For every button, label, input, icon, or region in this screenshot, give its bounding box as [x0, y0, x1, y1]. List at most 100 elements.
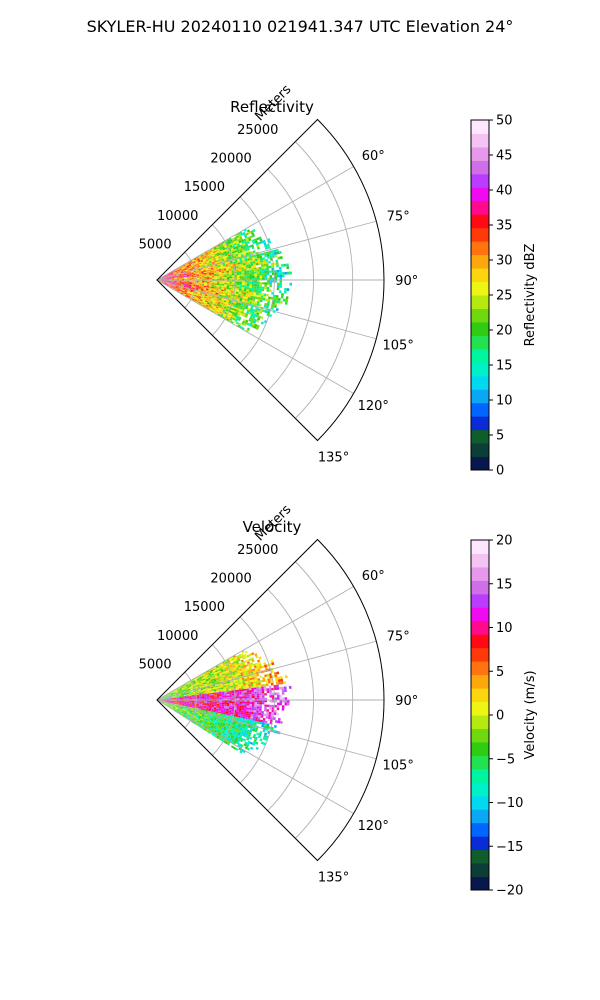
colorbar-segment	[471, 308, 489, 323]
range-gate	[210, 269, 214, 271]
range-gate	[186, 265, 189, 267]
range-gate	[185, 269, 189, 272]
range-gate	[241, 270, 245, 273]
range-gate	[240, 303, 244, 307]
range-gate	[221, 695, 225, 698]
range-gate	[203, 297, 207, 300]
range-gate	[261, 688, 265, 692]
range-gate	[201, 263, 205, 266]
range-gate	[249, 707, 252, 710]
range-gate	[214, 694, 217, 697]
range-gate	[181, 702, 185, 703]
range-gate	[168, 274, 171, 276]
range-gate	[204, 720, 208, 723]
range-gate	[206, 674, 209, 677]
range-gate	[166, 695, 169, 697]
range-gate	[186, 685, 189, 687]
theta-tick-label: 60°	[362, 569, 385, 584]
range-gate	[212, 293, 216, 295]
range-gate	[224, 315, 228, 319]
range-gate	[255, 242, 259, 246]
range-gate	[221, 245, 225, 248]
range-gate	[224, 697, 227, 699]
colorbar-segment	[471, 241, 489, 256]
range-gate	[225, 714, 228, 717]
range-gate	[249, 255, 252, 259]
range-gate	[242, 671, 246, 674]
range-gate	[231, 237, 235, 241]
range-gate	[181, 703, 185, 705]
range-gate	[177, 689, 180, 691]
range-gate	[248, 266, 252, 269]
range-gate	[244, 276, 247, 279]
range-gate	[264, 693, 267, 696]
range-gate	[179, 696, 182, 698]
range-gate	[169, 281, 172, 283]
range-gate	[198, 690, 202, 693]
range-gate	[233, 314, 237, 318]
range-gate	[250, 293, 254, 297]
range-gate	[163, 276, 167, 278]
range-gate	[221, 708, 224, 710]
range-gate	[261, 288, 265, 292]
range-gate	[230, 240, 234, 244]
range-gate	[258, 686, 262, 690]
range-gate	[211, 697, 215, 699]
range-gate	[214, 260, 217, 263]
range-gate	[221, 732, 225, 735]
range-gate	[226, 695, 230, 698]
range-gate	[204, 275, 207, 278]
range-gate	[194, 718, 198, 721]
range-gate	[226, 732, 230, 736]
range-gate	[216, 697, 220, 699]
range-gate	[232, 672, 236, 676]
range-gate	[218, 709, 222, 711]
range-gate	[176, 702, 180, 704]
range-gate	[197, 291, 201, 293]
range-gate	[279, 694, 283, 698]
range-gate	[184, 290, 188, 292]
range-gate	[163, 695, 167, 698]
range-gate	[249, 276, 253, 279]
range-gate	[277, 297, 281, 301]
range-gate	[199, 264, 203, 267]
range-gate	[282, 697, 285, 700]
range-gate	[234, 738, 238, 742]
range-gate	[182, 690, 186, 692]
colorbar-segment	[471, 146, 489, 161]
range-gate	[187, 268, 191, 270]
range-gate	[178, 703, 182, 705]
range-gate	[171, 274, 174, 276]
range-gate	[209, 307, 213, 311]
range-gate	[223, 249, 227, 252]
range-gate	[165, 694, 169, 696]
range-gate	[226, 251, 230, 254]
range-gate	[199, 258, 203, 261]
range-gate	[232, 731, 236, 735]
range-gate	[181, 697, 185, 699]
range-gate	[226, 272, 230, 275]
range-gate	[224, 665, 228, 669]
range-gate	[227, 660, 231, 663]
range-gate	[184, 282, 187, 284]
range-gate	[166, 283, 169, 285]
range-gate	[231, 281, 235, 284]
range-gate	[166, 694, 169, 697]
range-gate	[196, 719, 200, 722]
range-gate	[241, 661, 245, 665]
range-gate	[276, 282, 280, 286]
range-gate	[246, 246, 250, 249]
range-gate	[178, 272, 181, 274]
range-gate	[205, 709, 209, 711]
colorbar-segment	[471, 728, 489, 743]
range-gate	[239, 258, 243, 261]
range-gate	[180, 690, 184, 693]
range-gate	[211, 690, 214, 692]
range-gate	[161, 697, 164, 699]
range-gate	[196, 706, 199, 708]
radial-tick-label: 15000	[184, 180, 225, 195]
range-gate	[170, 273, 174, 275]
range-gate	[219, 694, 222, 697]
range-gate	[218, 687, 222, 690]
range-gate	[254, 693, 257, 696]
